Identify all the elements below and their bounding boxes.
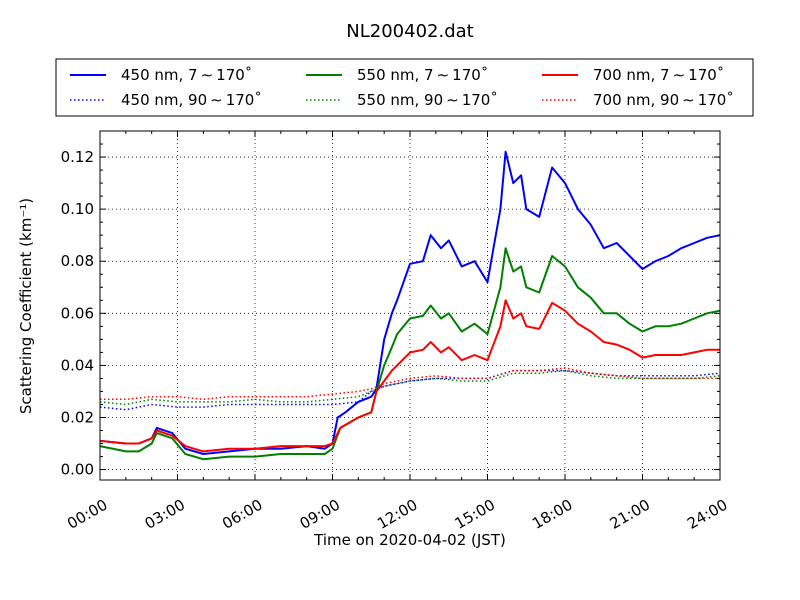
y-tick-label: 0.06 [61, 304, 94, 322]
series-line [100, 367, 720, 401]
series-line [99, 150, 721, 455]
chart-title: NL200402.dat [346, 21, 473, 42]
legend-label: 700 nm, 7 ∼ 170˚ [593, 66, 724, 84]
x-tick-label: 18:00 [529, 496, 575, 533]
x-tick-label: 15:00 [452, 496, 498, 533]
legend-label: 700 nm, 90 ∼ 170˚ [593, 91, 734, 109]
series-line [99, 369, 721, 406]
axis-ticks [99, 130, 721, 480]
chart-legend: 450 nm, 7 ∼ 170˚ 450 nm, 90 ∼ 170˚ 550 nm,… [55, 58, 754, 117]
x-tick-label: 24:00 [684, 496, 730, 533]
series-layer [99, 150, 721, 461]
y-tick-label: 0.10 [61, 200, 94, 218]
x-tick-label: 00:00 [64, 496, 110, 533]
x-tick-label: 12:00 [374, 496, 420, 533]
legend-label: 550 nm, 90 ∼ 170˚ [357, 91, 498, 109]
y-tick-label: 0.08 [61, 252, 94, 270]
x-tick-label: 06:00 [219, 496, 265, 533]
series-line [99, 299, 720, 453]
legend-frame [55, 58, 754, 117]
x-axis-label: Time on 2020-04-02 (JST) [313, 531, 506, 549]
legend-label: 450 nm, 7 ∼ 170˚ [121, 66, 252, 84]
y-tick-label: 0.12 [61, 148, 94, 166]
x-tick-label: 03:00 [142, 496, 188, 533]
x-tick-label: 21:00 [607, 496, 653, 533]
y-tick-label: 0.00 [61, 461, 94, 479]
legend-label: 450 nm, 90 ∼ 170˚ [121, 91, 262, 109]
x-tick-label: 09:00 [297, 496, 343, 533]
legend-label: 550 nm, 7 ∼ 170˚ [357, 66, 488, 84]
y-axis-label: Scattering Coefficient (km⁻¹) [17, 198, 35, 414]
y-tick-label: 0.04 [61, 356, 94, 374]
plot-area [100, 131, 720, 480]
series-line [99, 247, 721, 461]
y-tick-label: 0.02 [61, 408, 94, 426]
